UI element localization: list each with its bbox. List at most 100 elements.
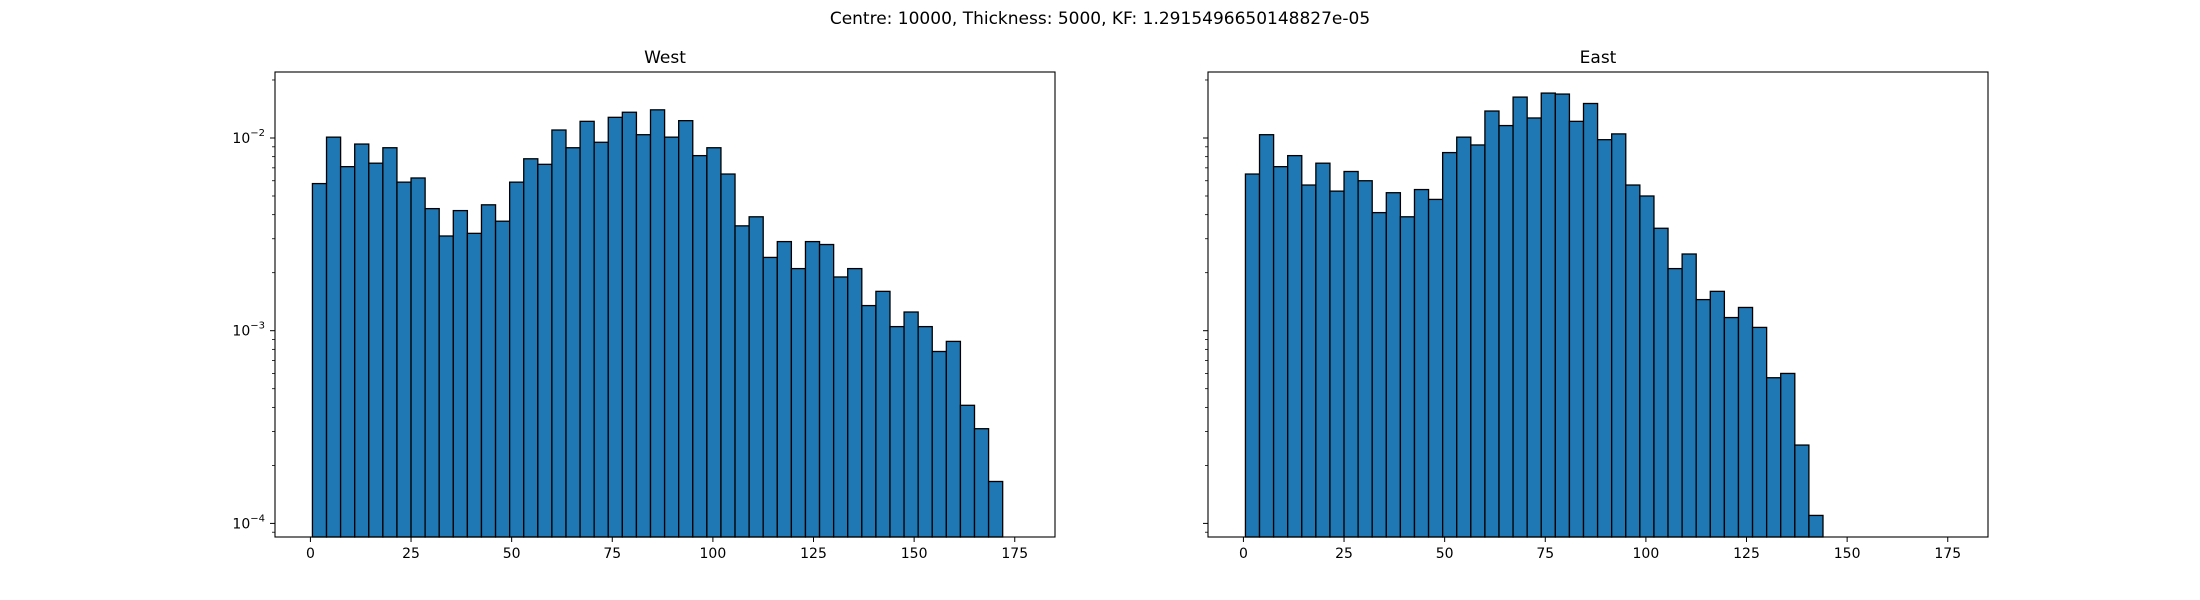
west-bar — [790, 267, 807, 538]
west-x-tick-label: 175 — [1001, 546, 1028, 562]
east-bars — [1244, 92, 1824, 538]
west-x-tick-label: 50 — [503, 546, 521, 562]
east-bar — [1498, 124, 1514, 538]
west-bar — [861, 304, 877, 538]
east-bar — [1653, 227, 1669, 538]
east-axes: 0 25 50 75 100 125 150 175 — [1203, 71, 1989, 562]
west-bar — [903, 311, 919, 538]
west-bar — [452, 209, 469, 538]
east-bar — [1596, 139, 1613, 538]
west-bar — [889, 325, 905, 538]
west-bar — [804, 240, 821, 538]
west-x-tick-label: 0 — [306, 546, 315, 562]
east-bar — [1794, 444, 1810, 538]
west-bar — [847, 267, 863, 538]
west-bar — [945, 340, 962, 538]
west-panel-title: West — [644, 48, 686, 68]
west-bar — [494, 220, 511, 538]
west-bar — [354, 143, 370, 538]
west-bar — [635, 134, 652, 538]
west-bar — [424, 207, 440, 538]
east-panel: East 0 25 50 75 100 125 150 175 — [1203, 48, 1989, 562]
west-bar — [678, 120, 694, 538]
east-bar — [1399, 216, 1416, 538]
east-x-tick-label: 100 — [1633, 546, 1660, 562]
west-bar — [466, 232, 483, 538]
east-bar — [1244, 173, 1261, 538]
east-bar — [1808, 514, 1824, 538]
east-bar — [1427, 198, 1444, 538]
west-bar — [818, 243, 835, 538]
east-bar — [1287, 154, 1303, 538]
east-bar — [1343, 170, 1359, 538]
figure-suptitle: Centre: 10000, Thickness: 5000, KF: 1.29… — [830, 9, 1370, 29]
east-bar — [1272, 165, 1289, 538]
west-bar — [480, 204, 497, 538]
west-bar — [762, 256, 778, 538]
west-bars — [311, 109, 1004, 538]
east-x-tick-label: 125 — [1733, 546, 1760, 562]
east-bar — [1780, 372, 1796, 538]
east-bar — [1568, 120, 1585, 538]
east-bar — [1413, 188, 1430, 538]
west-x-tick-label: 25 — [402, 546, 420, 562]
east-x-tick-label: 75 — [1536, 546, 1554, 562]
east-x-tick-label: 25 — [1335, 546, 1353, 562]
west-x-tick-label: 125 — [800, 546, 827, 562]
west-panel: West 0 25 50 75 100 125 150 175 10−4 10−3 10−2 — [232, 48, 1056, 562]
west-bar — [987, 480, 1004, 538]
west-bar — [875, 290, 891, 538]
west-y-tick-label: 10−4 — [232, 513, 265, 532]
west-bar — [551, 129, 567, 538]
west-bar — [931, 350, 947, 538]
west-x-tick-label: 100 — [700, 546, 727, 562]
west-bar — [973, 428, 990, 538]
east-bar — [1681, 253, 1697, 538]
west-y-tick-label: 10−2 — [232, 128, 265, 147]
east-bar — [1540, 92, 1556, 538]
west-bar — [734, 225, 750, 538]
west-bar — [523, 158, 539, 538]
west-bar — [832, 276, 849, 538]
east-bar — [1357, 180, 1373, 538]
west-bar — [368, 162, 384, 538]
west-bar — [959, 404, 976, 538]
west-y-tick-label: 10−3 — [232, 321, 265, 340]
west-bar — [508, 181, 525, 538]
east-bar — [1526, 117, 1542, 538]
west-bar — [410, 177, 426, 538]
east-bar — [1512, 96, 1528, 538]
east-x-tick-label: 0 — [1239, 546, 1248, 562]
east-bar — [1441, 151, 1458, 538]
east-bar — [1695, 298, 1711, 538]
east-bar — [1709, 290, 1726, 538]
west-bar — [720, 173, 736, 538]
east-bar — [1765, 377, 1782, 538]
east-x-tick-label: 50 — [1436, 546, 1454, 562]
west-bar — [311, 182, 328, 538]
east-x-tick-label: 175 — [1934, 546, 1961, 562]
east-bar — [1611, 133, 1627, 538]
east-bar — [1737, 306, 1754, 538]
west-axes-frame — [274, 71, 1056, 538]
west-axes: 0 25 50 75 100 125 150 175 10−4 10−3 10−2 — [232, 71, 1056, 562]
east-bar — [1470, 144, 1486, 538]
west-bar — [706, 147, 722, 538]
east-bar — [1639, 195, 1655, 538]
east-bar — [1258, 134, 1275, 538]
east-bar — [1554, 93, 1571, 538]
west-bar — [382, 147, 398, 538]
east-bar — [1371, 211, 1387, 538]
west-bar — [917, 325, 933, 538]
east-bar — [1751, 326, 1768, 538]
east-bar — [1385, 192, 1402, 538]
east-bar — [1456, 136, 1472, 538]
east-bar — [1723, 316, 1740, 538]
west-x-tick-label: 150 — [901, 546, 928, 562]
west-bar — [776, 240, 793, 538]
west-bar — [579, 120, 595, 538]
west-bar — [607, 116, 623, 538]
east-bar — [1582, 102, 1599, 538]
east-bar — [1301, 184, 1317, 538]
